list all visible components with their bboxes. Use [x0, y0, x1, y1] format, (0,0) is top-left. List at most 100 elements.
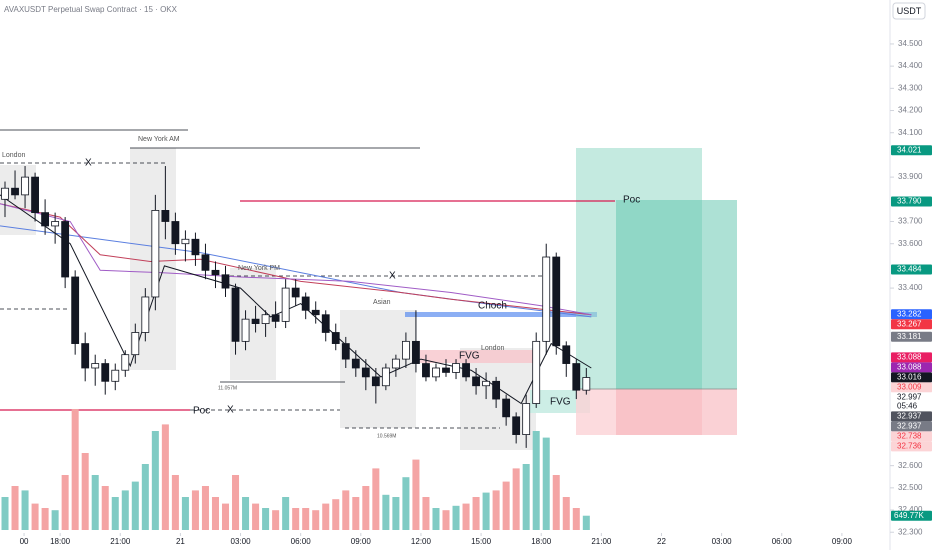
price-tag — [891, 331, 932, 342]
annotation: X — [85, 158, 92, 169]
indicator-line — [0, 194, 592, 405]
price-tag-label: 32.937 — [897, 411, 922, 420]
candle-body — [351, 358, 360, 369]
candle-body — [341, 343, 350, 360]
price-tag-label: 33.267 — [897, 319, 922, 328]
x-tick-label: 03:00 — [231, 537, 252, 546]
currency-label[interactable]: USDT — [897, 6, 922, 16]
candle-body — [512, 416, 521, 435]
volume-tag-label: 649.77K — [894, 511, 924, 520]
volume-bar — [312, 510, 320, 530]
price-timer: 05:46 — [897, 401, 918, 410]
x-tick-label: 03:00 — [712, 537, 733, 546]
candle-body — [101, 363, 110, 382]
candle-body — [81, 343, 90, 369]
volume-bar — [342, 490, 350, 530]
volume-bar — [412, 459, 420, 530]
currency-button[interactable] — [892, 2, 926, 20]
annotation: New York AM — [138, 136, 180, 143]
volume-bar — [472, 497, 480, 530]
price-tag — [891, 392, 932, 403]
y-tick-label: 32.300 — [898, 527, 923, 536]
candle-body — [261, 314, 270, 325]
volume-bar — [181, 497, 189, 530]
volume-bar — [482, 492, 490, 530]
annotation: X — [389, 271, 396, 282]
candle-body — [432, 367, 440, 378]
volume-bar — [101, 486, 109, 530]
candle-body — [141, 296, 150, 333]
volume-bar — [562, 497, 570, 530]
price-tag — [891, 309, 932, 320]
price-tag — [891, 382, 932, 393]
volume-bar — [582, 515, 590, 530]
volume-bar — [21, 490, 29, 530]
volume-bar — [362, 486, 370, 530]
price-tag — [891, 319, 932, 330]
x-tick-label: 21:00 — [591, 537, 612, 546]
price-tag-label: 33.790 — [897, 197, 922, 206]
candle-body — [1, 187, 9, 200]
annotation: 10.569M — [377, 433, 396, 439]
candle-body — [412, 340, 420, 364]
candle-body — [311, 309, 320, 316]
position-profit — [616, 200, 737, 389]
candle-body — [71, 276, 80, 344]
price-tag — [891, 431, 932, 442]
candle-body — [251, 318, 260, 325]
volume-bar — [91, 475, 99, 530]
price-tag-label: 32.736 — [897, 441, 922, 450]
candle-body — [472, 376, 480, 387]
volume-bar — [302, 508, 310, 530]
volume-bar — [141, 464, 149, 530]
volume-bar — [31, 503, 39, 530]
indicator-line — [0, 203, 592, 316]
volume-bar — [11, 486, 19, 530]
price-tag-label: 34.021 — [897, 145, 922, 154]
candle-body — [482, 380, 491, 387]
price-tag — [891, 372, 932, 383]
y-tick-label: 34.200 — [898, 106, 923, 115]
volume-bar — [392, 497, 400, 530]
candle-body — [402, 340, 410, 360]
volume-bar — [382, 494, 390, 530]
candle-body — [422, 363, 430, 378]
x-tick-label: 00 — [20, 537, 29, 546]
volume-bar — [71, 409, 79, 530]
volume-bar — [201, 486, 209, 530]
candle-body — [211, 269, 220, 276]
candle-body — [301, 296, 310, 311]
y-tick-label: 32.500 — [898, 483, 923, 492]
candle-body — [281, 287, 290, 322]
candle-body — [181, 238, 190, 245]
volume-tag — [891, 510, 932, 521]
volume-bar — [552, 475, 560, 530]
annotation: London — [481, 345, 504, 352]
indicator-line — [0, 203, 592, 316]
x-tick-label: 15:00 — [471, 537, 492, 546]
volume-bar — [492, 490, 500, 530]
volume-bar — [252, 503, 260, 530]
price-tag-label: 32.937 — [897, 421, 922, 430]
volume-bar — [432, 508, 440, 530]
y-tick-label: 32.600 — [898, 461, 923, 470]
candle-body — [391, 358, 400, 369]
y-tick-label: 33.400 — [898, 283, 923, 292]
candle-body — [201, 254, 210, 271]
price-tag — [891, 145, 932, 156]
candle-body — [171, 221, 180, 245]
volume-bar — [452, 505, 460, 530]
labels: AVAXUSDT Perpetual Swap Contract · 15 · … — [2, 2, 926, 439]
volume-bar — [242, 497, 250, 530]
candle-body — [271, 314, 280, 322]
price-tag — [891, 441, 932, 452]
candle-body — [31, 176, 39, 214]
position-loss — [616, 389, 737, 435]
candle-body — [121, 354, 130, 371]
volume-bar — [131, 481, 139, 530]
candle-body — [542, 256, 551, 342]
x-tick-label: 06:00 — [291, 537, 312, 546]
volume-bar — [221, 503, 230, 530]
volume-bar — [372, 468, 380, 530]
